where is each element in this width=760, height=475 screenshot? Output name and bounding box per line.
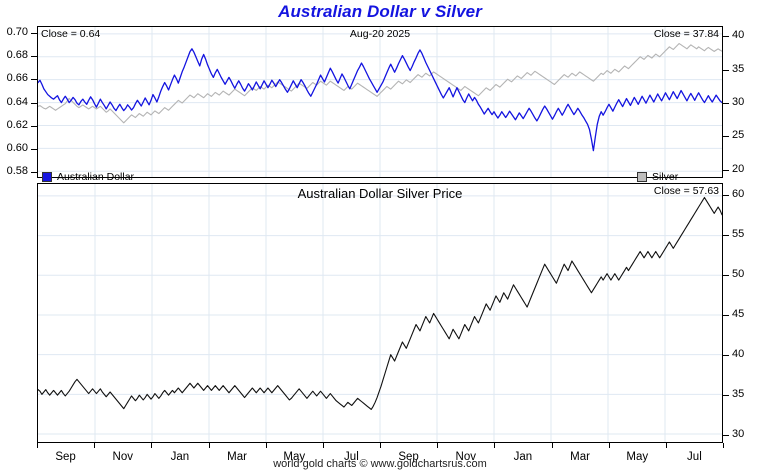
upper-date-annotation: Aug-20 2025 xyxy=(349,28,411,40)
x-axis-tick-label: Jul xyxy=(344,451,359,463)
x-axis-tick-label: Mar xyxy=(227,451,247,463)
lower-plot-area xyxy=(38,184,722,442)
x-axis-tick-mark xyxy=(437,443,439,448)
x-axis-tick-label: Nov xyxy=(112,451,133,463)
upper-left-axis-tick-label: 0.58 xyxy=(6,165,28,178)
lower-right-axis-tick-label: 55 xyxy=(732,228,745,240)
lower-right-axis-tick-mark xyxy=(723,315,729,316)
lower-right-axis-tick-label: 30 xyxy=(732,428,745,440)
x-axis-tick-label: Jul xyxy=(687,451,702,463)
upper-left-axis-tick-mark xyxy=(31,125,37,127)
x-axis-tick-label: May xyxy=(283,451,306,463)
upper-right-axis-tick-mark xyxy=(723,103,729,104)
lower-right-axis-tick-mark xyxy=(723,435,729,436)
upper-close-right-annotation: Close = 37.84 xyxy=(653,28,719,40)
lower-plot-frame xyxy=(37,183,723,443)
lower-right-axis-tick-label: 60 xyxy=(732,188,745,200)
x-axis-tick-mark xyxy=(551,443,553,448)
upper-left-axis-tick-mark xyxy=(31,32,37,34)
upper-left-axis-tick-label: 0.64 xyxy=(6,95,28,108)
x-axis-tick-mark xyxy=(265,443,267,448)
upper-left-axis-tick-label: 0.68 xyxy=(6,49,28,62)
upper-right-axis-tick-mark xyxy=(723,169,729,171)
x-axis-tick-mark xyxy=(494,443,496,448)
x-axis-tick-label: May xyxy=(626,451,649,463)
upper-right-axis-tick-mark xyxy=(723,36,729,38)
legend-label-aud: Australian Dollar xyxy=(57,171,135,183)
lower-right-axis-tick-label: 45 xyxy=(732,308,745,320)
x-axis-tick-mark xyxy=(37,443,38,448)
upper-left-axis-tick-mark xyxy=(31,79,37,81)
upper-left-axis-tick-mark xyxy=(31,102,37,104)
upper-left-axis-tick-label: 0.60 xyxy=(6,141,28,154)
lower-right-axis-tick-label: 40 xyxy=(732,348,745,360)
upper-right-axis-tick-mark xyxy=(723,69,729,71)
upper-right-axis-tick-label: 25 xyxy=(732,129,745,142)
x-axis-tick-mark xyxy=(322,443,324,448)
legend-australian-dollar: Australian Dollar xyxy=(42,171,134,183)
lower-chart-title: Australian Dollar Silver Price xyxy=(297,186,463,201)
upper-left-axis-tick-label: 0.70 xyxy=(6,25,28,38)
lower-right-axis-tick-mark xyxy=(723,235,729,236)
legend-swatch-silver-icon xyxy=(637,172,647,182)
lower-chart-panel: Australian Dollar Silver Price Close = 5… xyxy=(37,183,723,443)
x-axis-tick-mark xyxy=(608,443,610,448)
upper-plot-area xyxy=(38,27,722,177)
upper-right-axis-tick-mark xyxy=(723,136,729,138)
x-axis-tick-mark xyxy=(665,443,667,448)
page-title: Australian Dollar v Silver xyxy=(278,2,482,21)
footer-attribution: world gold charts © www.goldchartsrus.co… xyxy=(273,458,487,470)
upper-plot-frame xyxy=(37,26,723,178)
legend-swatch-aud-icon xyxy=(42,172,52,182)
upper-right-axis-tick-label: 30 xyxy=(732,96,745,108)
upper-right-axis-tick-label: 40 xyxy=(732,29,745,42)
upper-left-axis-tick-label: 0.62 xyxy=(6,118,28,131)
upper-left-axis-tick-label: 0.66 xyxy=(6,72,28,85)
x-axis-tick-label: Nov xyxy=(455,451,476,463)
x-axis-tick-label: Sep xyxy=(55,451,76,463)
lower-right-axis-tick-label: 35 xyxy=(732,388,745,400)
x-axis-tick-label: Sep xyxy=(398,451,419,463)
lower-right-axis-tick-mark xyxy=(723,355,729,356)
x-axis-tick-mark xyxy=(94,443,96,448)
x-axis-tick-mark xyxy=(208,443,210,448)
upper-right-axis-tick-label: 20 xyxy=(732,162,745,175)
upper-left-axis-tick-mark xyxy=(31,148,37,150)
x-axis-tick-label: Jan xyxy=(513,451,533,463)
x-axis-tick-label: Mar xyxy=(570,451,590,463)
lower-right-axis-tick-mark xyxy=(723,395,729,396)
lower-right-axis-tick-mark xyxy=(723,275,729,276)
lower-right-axis-tick-mark xyxy=(723,195,729,196)
x-axis-tick-mark xyxy=(723,443,724,448)
legend-silver: Silver xyxy=(637,171,678,183)
upper-left-axis-tick-mark xyxy=(31,172,37,174)
lower-close-annotation: Close = 57.63 xyxy=(653,185,719,197)
upper-chart-panel: Close = 0.64 Aug-20 2025 Close = 37.84 xyxy=(37,26,723,178)
upper-left-axis-tick-mark xyxy=(31,56,37,58)
legend-label-silver: Silver xyxy=(652,171,679,183)
upper-close-left-annotation: Close = 0.64 xyxy=(41,28,101,40)
x-axis-tick-label: Jan xyxy=(170,451,190,463)
lower-right-axis-tick-label: 50 xyxy=(732,268,745,280)
x-axis-tick-mark xyxy=(151,443,153,448)
upper-right-axis-tick-label: 35 xyxy=(732,62,745,75)
x-axis-tick-mark xyxy=(380,443,381,448)
